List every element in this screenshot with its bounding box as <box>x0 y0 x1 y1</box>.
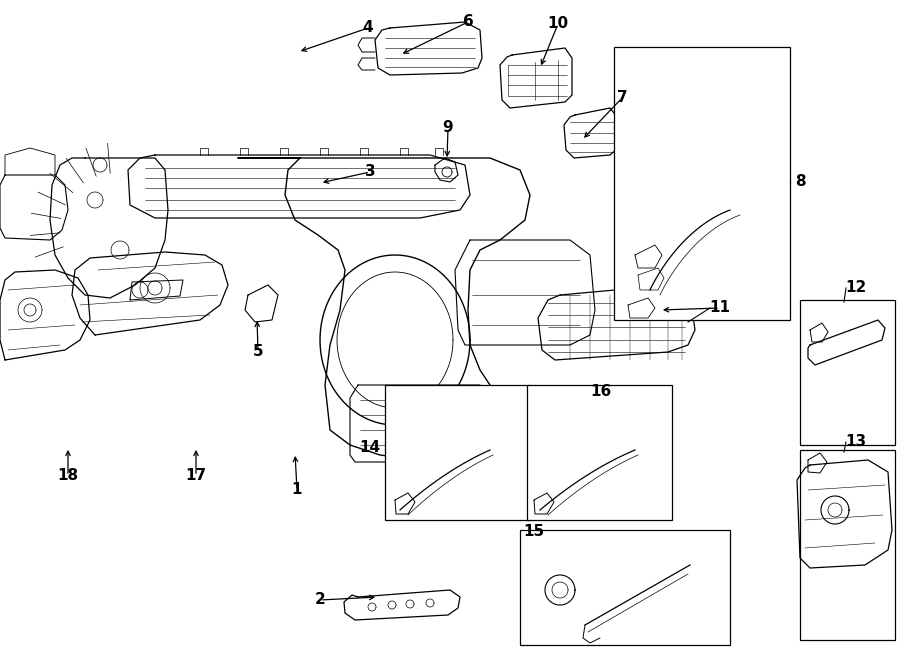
Text: 1: 1 <box>292 483 302 498</box>
Text: 11: 11 <box>709 301 731 315</box>
Text: 3: 3 <box>364 165 375 180</box>
Text: 5: 5 <box>253 344 264 360</box>
Bar <box>520 530 730 645</box>
Text: 12: 12 <box>845 280 867 295</box>
Text: 18: 18 <box>58 469 78 483</box>
Text: 13: 13 <box>845 434 867 449</box>
Text: 15: 15 <box>524 524 544 539</box>
Bar <box>614 47 790 320</box>
Text: 4: 4 <box>363 20 374 36</box>
Text: 17: 17 <box>185 469 207 483</box>
Text: 6: 6 <box>463 15 473 30</box>
Text: 7: 7 <box>616 91 627 106</box>
Bar <box>527 385 672 520</box>
Bar <box>800 450 895 640</box>
Text: 14: 14 <box>359 440 381 455</box>
Text: 8: 8 <box>795 175 806 190</box>
Text: 9: 9 <box>443 120 454 136</box>
Text: 10: 10 <box>547 17 569 32</box>
Text: 16: 16 <box>590 385 612 399</box>
Bar <box>385 385 530 520</box>
Text: 2: 2 <box>315 592 326 607</box>
Bar <box>800 300 895 445</box>
